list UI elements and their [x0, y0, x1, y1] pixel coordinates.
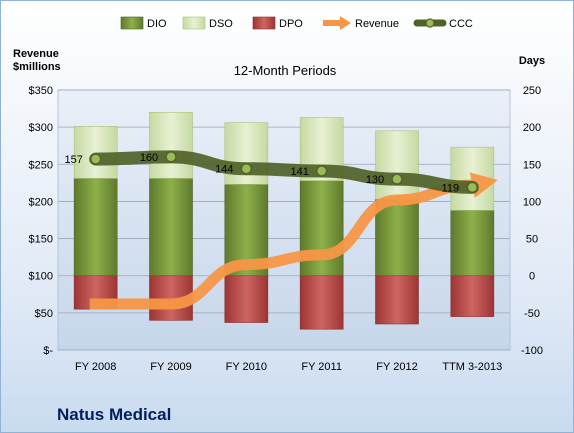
- category-label: FY 2009: [150, 361, 191, 373]
- revenue-line: [89, 179, 473, 310]
- ccc-marker: [391, 173, 403, 185]
- bar-dio: [299, 180, 344, 277]
- ccc-marker: [89, 153, 102, 165]
- right-tick-label: 250: [523, 85, 541, 97]
- legend: DIO DSO DPO Revenue CCC: [120, 16, 473, 30]
- bar-dso: [73, 126, 118, 179]
- left-tick-label: $350: [29, 85, 53, 97]
- bar-dso: [375, 130, 419, 200]
- legend-arrowhead-revenue: [340, 16, 351, 30]
- bar-dio: [73, 178, 118, 277]
- legend-swatch-dio: [120, 16, 144, 30]
- legend-label: DSO: [209, 18, 233, 30]
- ccc-marker: [466, 181, 479, 194]
- legend-swatch-dpo: [252, 16, 276, 30]
- ccc-marker: [315, 165, 328, 177]
- bar-dpo: [224, 275, 269, 323]
- left-tick-label: $200: [29, 196, 53, 208]
- left-tick-label: $100: [29, 271, 53, 283]
- left-tick-label: $250: [29, 159, 53, 171]
- category-label: TTM 3-2013: [442, 361, 502, 373]
- legend-swatch-dso: [182, 16, 206, 30]
- plot-area: [57, 89, 511, 351]
- ccc-data-label: 144: [215, 164, 233, 176]
- legend-label: DPO: [279, 18, 303, 30]
- bar-dpo: [299, 275, 344, 330]
- ccc-marker: [240, 162, 253, 175]
- left-tick-label: $50: [35, 308, 53, 320]
- legend-label: DIO: [147, 18, 167, 30]
- axes: $- $50 $100 $150 $200 $250 $300 $350 -100 -50 0 50 1…: [29, 85, 544, 373]
- ccc-marker: [165, 151, 177, 163]
- legend-marker-ccc: [425, 18, 435, 28]
- ccc-data-label: 119: [442, 182, 460, 194]
- right-tick-label: 100: [523, 196, 541, 208]
- category-label: FY 2010: [226, 361, 267, 373]
- right-tick-label: 0: [529, 271, 535, 283]
- right-tick-label: 50: [526, 234, 538, 246]
- bar-dpo: [450, 275, 495, 317]
- left-tick-label: $150: [29, 234, 53, 246]
- ccc-data-label: 130: [366, 174, 384, 186]
- bar-dio: [375, 198, 419, 277]
- company-name: Natus Medical: [57, 405, 172, 424]
- bar-dpo: [375, 275, 419, 325]
- right-tick-label: 150: [523, 159, 541, 171]
- category-label: FY 2012: [376, 361, 417, 373]
- category-label: FY 2008: [75, 361, 116, 373]
- bar-dio: [149, 178, 193, 277]
- right-tick-label: -50: [524, 308, 540, 320]
- legend-label: Revenue: [355, 18, 399, 30]
- left-axis-label-line2: $millions: [13, 61, 61, 73]
- right-tick-label: 200: [523, 122, 541, 134]
- right-tick-label: -100: [521, 345, 543, 357]
- chart-title: 12-Month Periods: [234, 63, 337, 78]
- left-tick-label: $300: [29, 122, 53, 134]
- bar-dso: [149, 111, 193, 179]
- ccc-data-label: 157: [64, 154, 82, 166]
- right-axis-label: Days: [519, 55, 545, 67]
- ccc-data-label: 141: [290, 166, 308, 178]
- category-label: FY 2011: [301, 361, 342, 373]
- legend-label: CCC: [449, 18, 473, 30]
- ccc-series: 157 160 144 141 130 119: [64, 150, 479, 194]
- left-tick-label: $-: [43, 345, 53, 357]
- bar-dio: [450, 210, 495, 277]
- left-axis-label-line1: Revenue: [13, 48, 59, 60]
- ccc-data-label: 160: [140, 152, 158, 164]
- bars: [73, 111, 495, 330]
